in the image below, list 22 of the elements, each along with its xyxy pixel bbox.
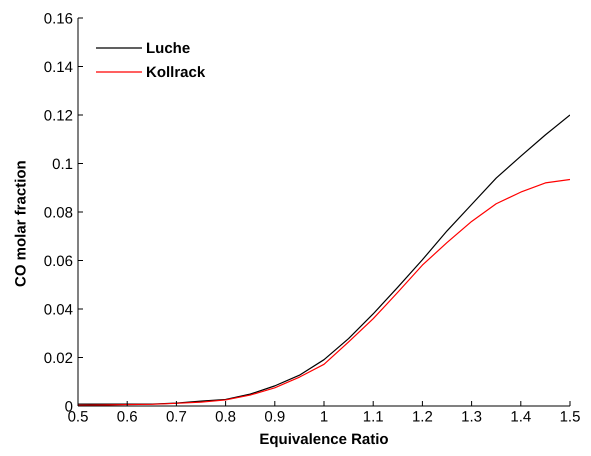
y-axis-title: CO molar fraction bbox=[12, 160, 30, 287]
y-tick-label: 0.08 bbox=[44, 204, 73, 222]
x-tick-label: 0.6 bbox=[116, 408, 138, 426]
x-tick-label: 1.2 bbox=[412, 408, 433, 426]
y-tick-label: 0.1 bbox=[52, 156, 73, 173]
y-tick-label: 0.06 bbox=[44, 252, 73, 270]
y-tick-label: 0.04 bbox=[44, 301, 73, 318]
x-tick-label: 1 bbox=[320, 408, 328, 426]
x-axis-title: Equivalence Ratio bbox=[259, 431, 389, 448]
y-tick-label: 0.02 bbox=[44, 350, 73, 367]
x-tick-label: 1.3 bbox=[461, 408, 482, 426]
x-tick-label: 1.1 bbox=[362, 408, 384, 426]
x-tick-label: 0.7 bbox=[166, 408, 187, 426]
x-tick-label: 1.5 bbox=[560, 408, 580, 426]
y-tick-label: 0.14 bbox=[44, 58, 73, 76]
y-tick-label: 0.12 bbox=[44, 107, 73, 124]
legend-label: Kollrack bbox=[146, 64, 206, 80]
x-tick-label: 0.9 bbox=[264, 408, 286, 426]
legend-label: Luche bbox=[146, 40, 190, 56]
y-tick-label: 0.16 bbox=[44, 10, 73, 28]
x-tick-label: 1.4 bbox=[510, 408, 532, 426]
x-tick-label: 0.8 bbox=[215, 408, 236, 426]
